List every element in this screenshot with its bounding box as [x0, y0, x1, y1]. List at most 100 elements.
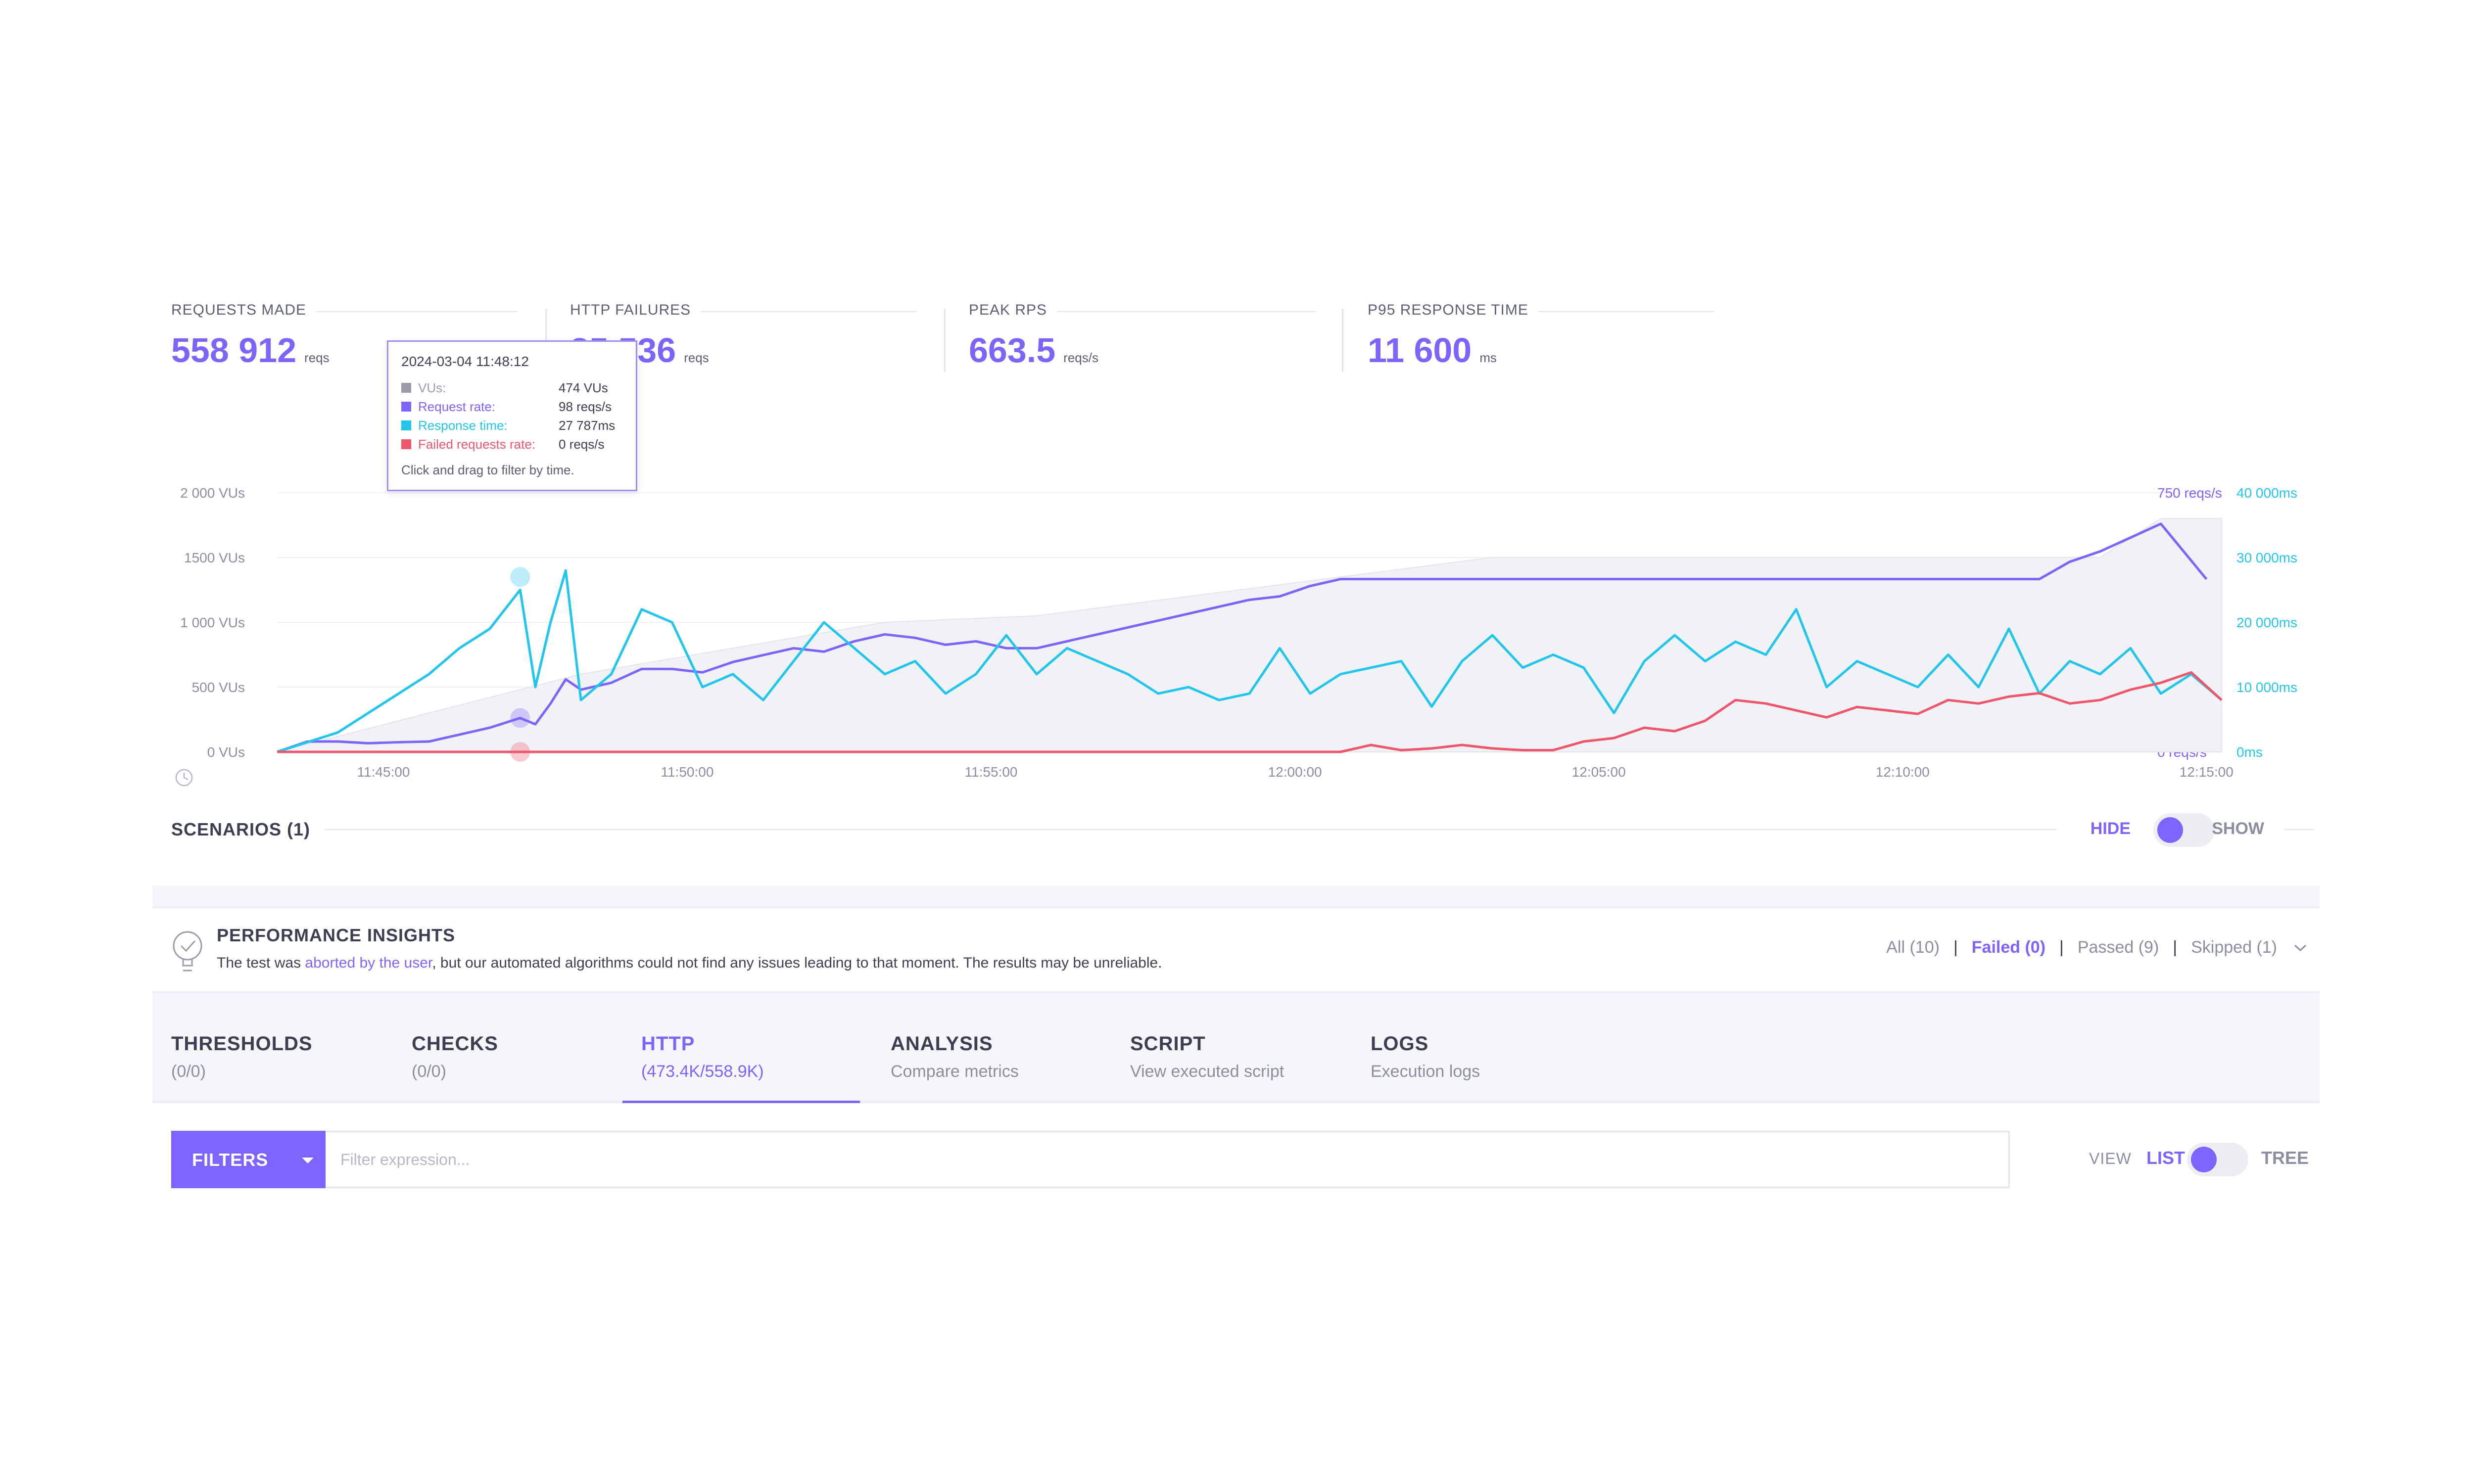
tooltip-row-response-time: Response time: 27 787ms	[401, 416, 623, 435]
x-axis-tick-label: 12:05:00	[1572, 764, 1626, 780]
tabs-bar: THRESHOLDS (0/0) CHECKS (0/0) HTTP (473.4K/…	[152, 993, 2320, 1103]
performance-insights: PERFORMANCE INSIGHTS The test was aborte…	[152, 906, 2320, 993]
chart-tooltip: 2024-03-04 11:48:12 VUs: 474 VUs Request …	[387, 340, 637, 491]
tab-title: CHECKS	[412, 1033, 498, 1055]
legend-swatch	[401, 402, 411, 412]
tooltip-label: Response time:	[418, 417, 508, 433]
scenarios-toggle[interactable]	[2153, 813, 2215, 847]
filter-expression-input[interactable]	[326, 1131, 2010, 1188]
y3-axis-tick-label: 10 000ms	[2236, 680, 2297, 695]
metric-label: REQUESTS MADE	[171, 302, 317, 318]
toggle-knob	[2191, 1147, 2217, 1172]
tooltip-row-request-rate: Request rate: 98 reqs/s	[401, 397, 623, 416]
series-response-time	[277, 569, 2223, 753]
filter-skipped[interactable]: Skipped (1)	[2191, 938, 2277, 957]
hide-label[interactable]: HIDE	[2090, 819, 2131, 838]
metric-value: 11 600	[1368, 331, 1472, 370]
x-axis-tick-label: 12:15:00	[2180, 764, 2234, 780]
tab-title: SCRIPT	[1130, 1033, 1206, 1055]
tooltip-value: 474 VUs	[559, 380, 608, 395]
tab-checks[interactable]: CHECKS (0/0)	[393, 1033, 630, 1103]
x-axis-tick-label: 11:50:00	[661, 764, 714, 780]
series-request-rate	[277, 522, 2208, 753]
show-label[interactable]: SHOW	[2212, 819, 2264, 838]
insights-text: , but our automated algorithms could not…	[432, 955, 1162, 971]
tooltip-label: VUs:	[418, 380, 446, 395]
separator: |	[2173, 938, 2178, 957]
filter-failed[interactable]: Failed (0)	[1971, 938, 2046, 957]
metric-requests-made: REQUESTS MADE 558 912 reqs	[171, 302, 518, 370]
y-axis-tick-label: 2 000 VUs	[180, 485, 245, 501]
metric-label: P95 RESPONSE TIME	[1368, 302, 1538, 318]
tooltip-label: Failed requests rate:	[418, 436, 536, 452]
filters-button-label: FILTERS	[192, 1150, 269, 1170]
legend-swatch	[401, 439, 411, 449]
scenarios-bar: SCENARIOS (1) HIDE SHOW	[171, 813, 2314, 847]
tab-http[interactable]: HTTP (473.4K/558.9K)	[622, 1033, 860, 1103]
y-axis-tick-label: 1 000 VUs	[180, 615, 245, 630]
filter-passed[interactable]: Passed (9)	[2077, 938, 2159, 957]
tab-subtitle: (0/0)	[412, 1062, 446, 1081]
separator: |	[2059, 938, 2064, 957]
y3-axis-tick-label: 40 000ms	[2236, 485, 2297, 501]
tooltip-value: 0 reqs/s	[559, 436, 605, 452]
list-view-label[interactable]: LIST	[2146, 1148, 2185, 1168]
tab-analysis[interactable]: ANALYSIS Compare metrics	[872, 1033, 1109, 1103]
hover-marker-failed	[510, 742, 530, 762]
metric-unit: reqs	[684, 350, 709, 365]
tooltip-row-failed-rate: Failed requests rate: 0 reqs/s	[401, 435, 623, 454]
tab-title: THRESHOLDS	[171, 1033, 313, 1055]
tab-subtitle: (473.4K/558.9K)	[641, 1062, 764, 1081]
tab-title: ANALYSIS	[891, 1033, 993, 1055]
tab-subtitle: (0/0)	[171, 1062, 206, 1081]
filter-all[interactable]: All (10)	[1886, 938, 1940, 957]
tab-title: LOGS	[1371, 1033, 1429, 1055]
tooltip-value: 98 reqs/s	[559, 399, 612, 414]
section-separator	[152, 885, 2320, 906]
x-axis-tick-label: 12:00:00	[1268, 764, 1322, 780]
series-vus-area	[277, 518, 2222, 752]
y-axis-tick-label: 0 VUs	[207, 744, 245, 760]
insights-message: The test was aborted by the user, but ou…	[217, 955, 1162, 972]
toggle-knob	[2157, 817, 2183, 843]
insights-title: PERFORMANCE INSIGHTS	[217, 925, 456, 945]
tab-script[interactable]: SCRIPT View executed script	[1111, 1033, 1349, 1103]
metric-unit: reqs/s	[1063, 350, 1098, 365]
aborted-by-user-link[interactable]: aborted by the user	[305, 955, 432, 971]
metric-label: HTTP FAILURES	[570, 302, 701, 318]
legend-swatch	[401, 383, 411, 393]
tab-thresholds[interactable]: THRESHOLDS (0/0)	[152, 1033, 390, 1103]
y-axis-tick-label: 500 VUs	[192, 680, 245, 695]
tab-subtitle: Compare metrics	[891, 1062, 1019, 1081]
tooltip-label: Request rate:	[418, 399, 496, 414]
x-axis-tick-label: 11:45:00	[357, 764, 410, 780]
scenarios-label: SCENARIOS (1)	[171, 819, 311, 839]
caret-down-icon	[302, 1158, 314, 1163]
tab-subtitle: View executed script	[1130, 1062, 1284, 1081]
metric-divider	[944, 309, 946, 372]
tree-view-label[interactable]: TREE	[2261, 1148, 2309, 1168]
divider	[2284, 829, 2314, 830]
tooltip-value: 27 787ms	[559, 417, 616, 433]
x-axis-tick-label: 12:10:00	[1876, 764, 1930, 780]
insights-filters: All (10) | Failed (0) | Passed (9) | Ski…	[1879, 938, 2308, 957]
tooltip-hint: Click and drag to filter by time.	[401, 463, 574, 477]
tab-logs[interactable]: LOGS Execution logs	[1352, 1033, 1589, 1103]
tab-subtitle: Execution logs	[1371, 1062, 1480, 1081]
x-axis-tick-label: 11:55:00	[965, 764, 1018, 780]
filters-button[interactable]: FILTERS	[171, 1131, 326, 1188]
chevron-down-icon[interactable]	[2293, 943, 2308, 953]
metric-value: 663.5	[969, 331, 1056, 370]
metric-label: PEAK RPS	[969, 302, 1057, 318]
view-label: VIEW	[2089, 1150, 2132, 1167]
tab-title: HTTP	[641, 1033, 695, 1055]
metric-divider	[1342, 309, 1343, 372]
tooltip-row-vus: VUs: 474 VUs	[401, 378, 623, 397]
divider	[325, 829, 2056, 830]
metric-value: 558 912	[171, 331, 297, 370]
view-toggle[interactable]	[2187, 1143, 2248, 1176]
y2-axis-tick-label: 750 reqs/s	[2157, 485, 2222, 501]
metric-peak-rps: PEAK RPS 663.5 reqs/s	[969, 302, 1315, 370]
